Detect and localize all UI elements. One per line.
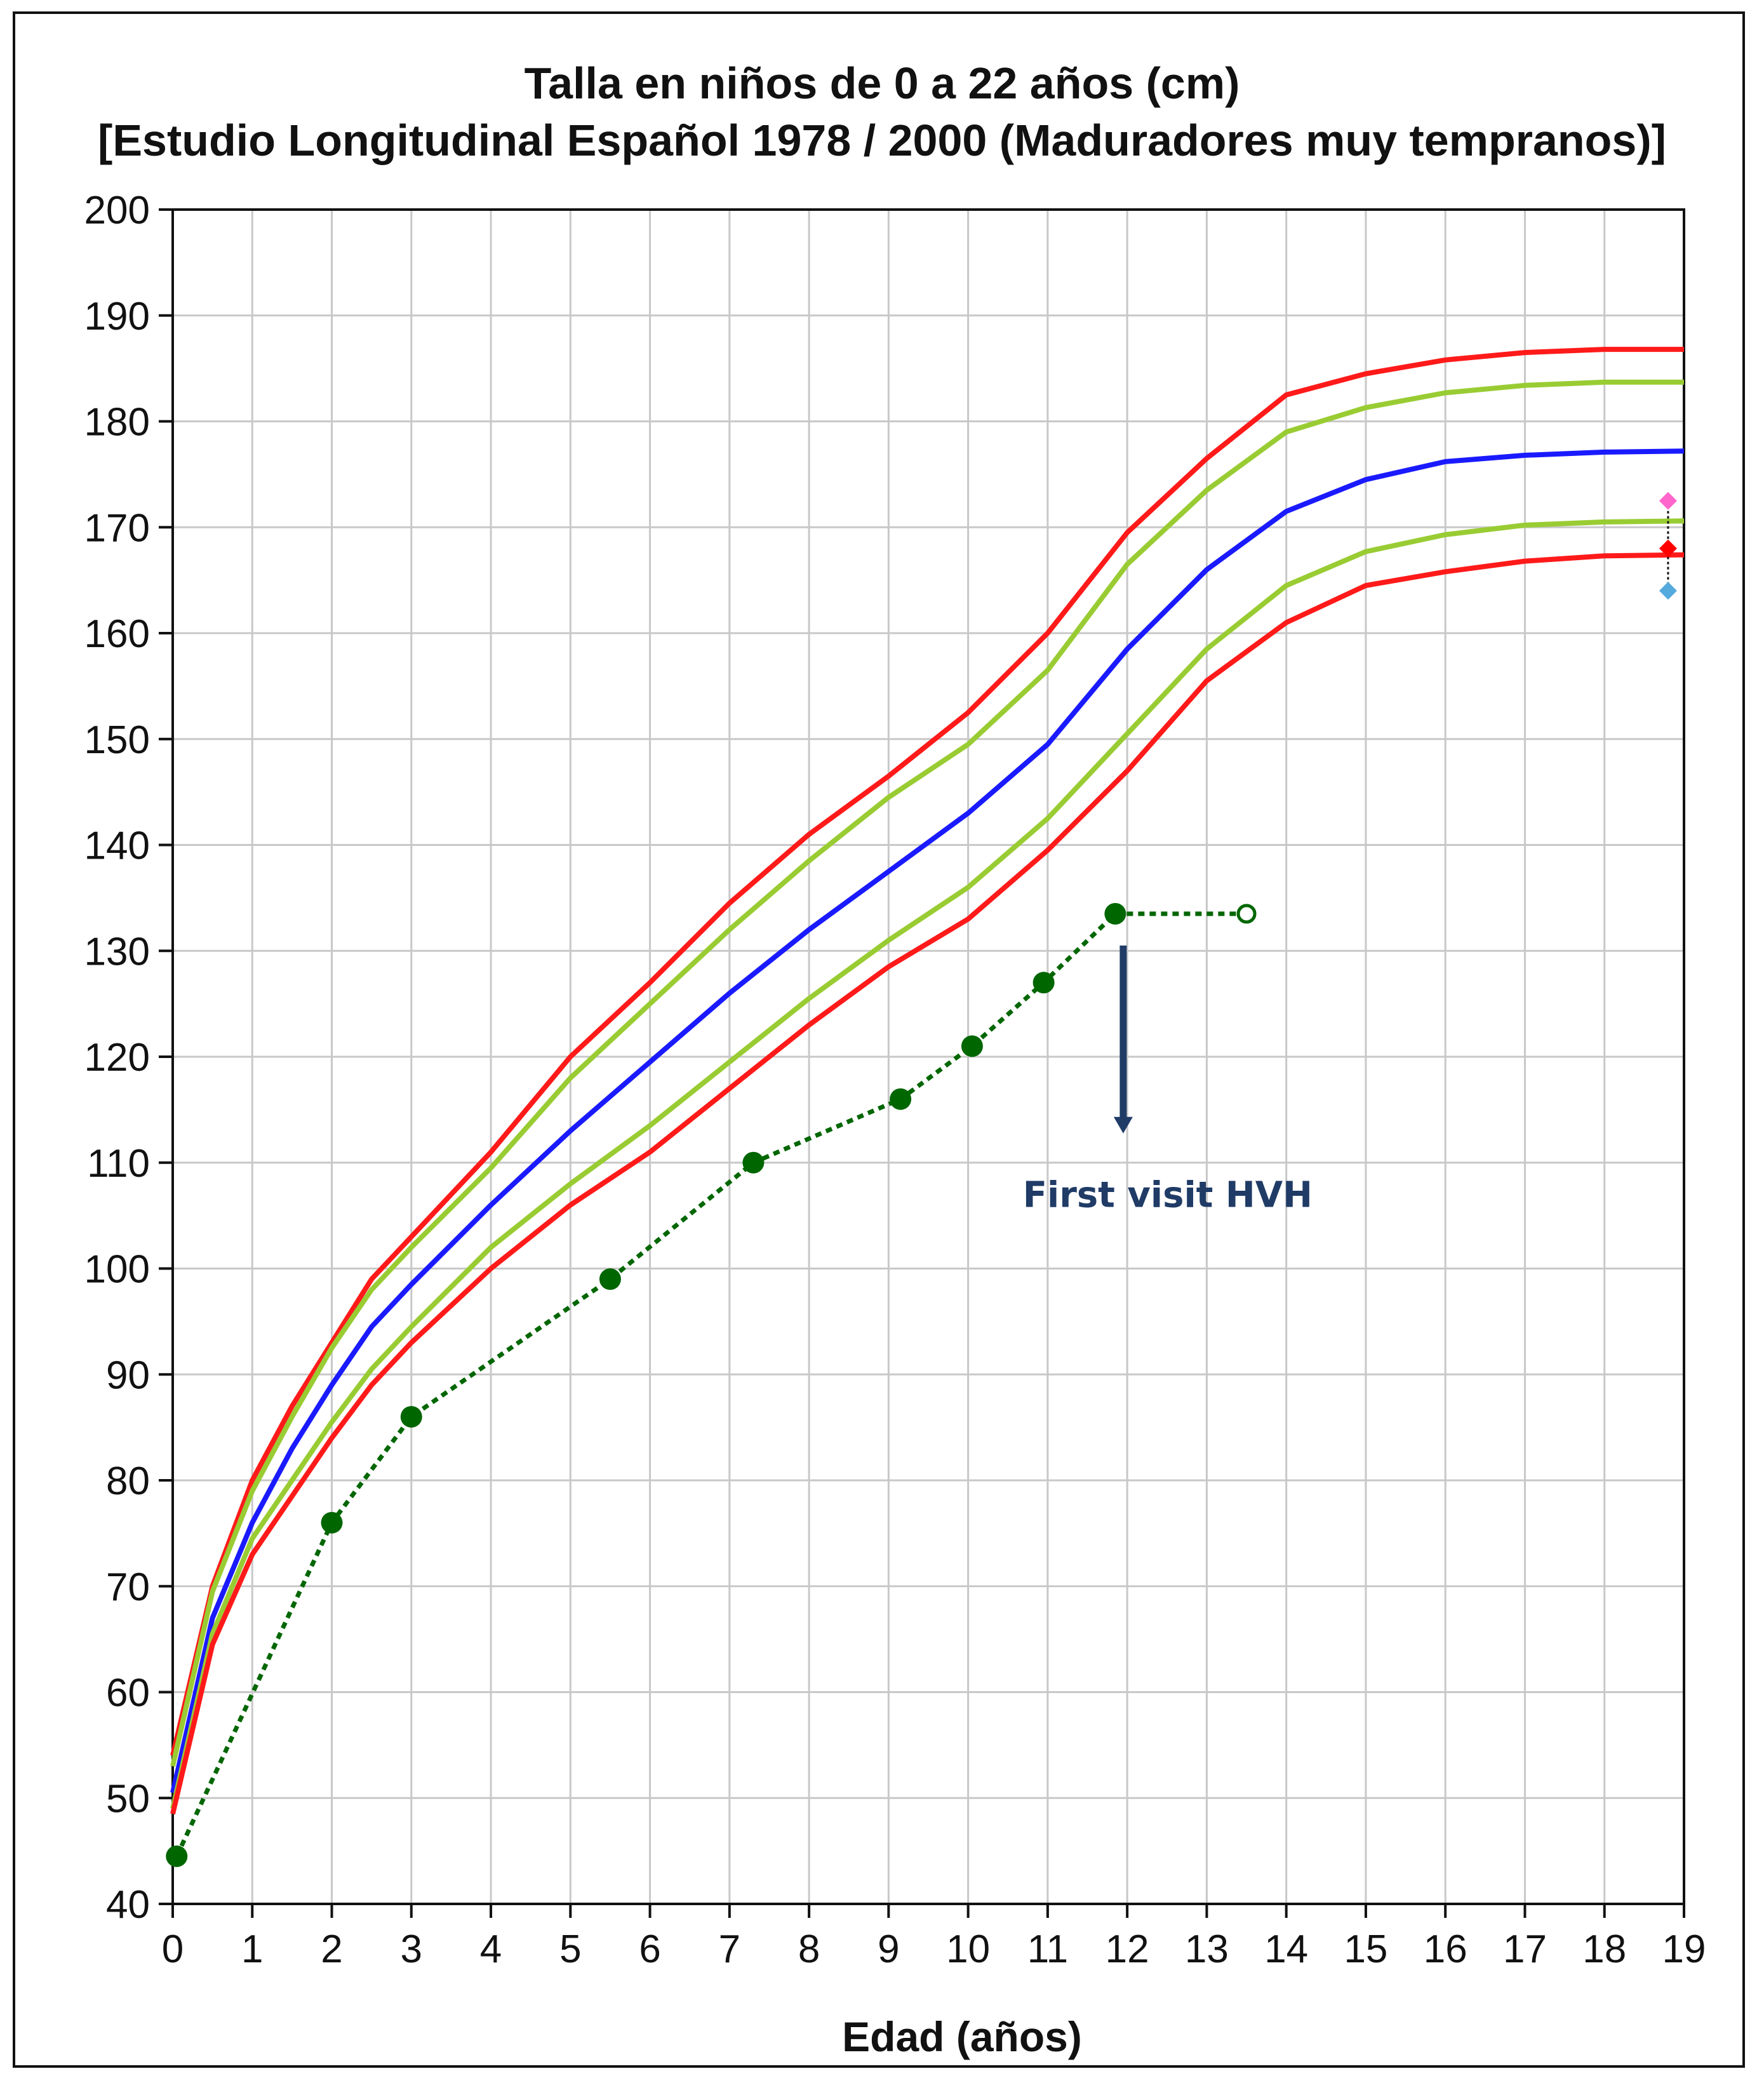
y-tick-label: 200 <box>84 189 150 232</box>
x-tick-label: 15 <box>1344 1927 1387 1971</box>
x-tick-label: 11 <box>1027 1927 1068 1971</box>
x-tick-label: 17 <box>1503 1927 1547 1971</box>
patient-series <box>166 902 1257 1867</box>
x-tick-label: 3 <box>401 1927 422 1971</box>
y-tick-label: 50 <box>106 1777 150 1821</box>
percentile-curve-3 <box>170 448 1685 1793</box>
patient-point <box>890 1088 912 1110</box>
x-tick-label: 10 <box>946 1927 990 1971</box>
annotation-label: First visit HVH <box>1023 1175 1313 1216</box>
x-tick-label: 1 <box>241 1927 263 1971</box>
y-tick-label: 70 <box>106 1565 150 1609</box>
y-tick-label: 110 <box>87 1142 150 1186</box>
target-marker <box>1659 582 1677 600</box>
x-tick-label: 7 <box>719 1927 740 1971</box>
chart-title: Talla en niños de 0 a 22 años (cm) <box>525 58 1240 108</box>
x-tick-label: 0 <box>162 1927 184 1971</box>
patient-point <box>961 1035 983 1057</box>
annotation: First visit HVH <box>1023 945 1313 1216</box>
patient-point <box>599 1268 621 1290</box>
grid <box>171 208 1685 1905</box>
x-tick-label: 6 <box>639 1927 660 1971</box>
x-tick-label: 12 <box>1106 1927 1149 1971</box>
percentile-curve-2 <box>170 379 1684 1767</box>
patient-point <box>1104 902 1126 925</box>
x-tick-label: 18 <box>1582 1927 1626 1971</box>
x-axis-label: Edad (años) <box>842 2013 1082 2060</box>
patient-point <box>1032 972 1055 994</box>
y-tick-label: 40 <box>106 1883 150 1927</box>
percentile-curve-5 <box>170 552 1685 1815</box>
percentile-curves <box>170 347 1685 1815</box>
patient-point <box>742 1151 765 1174</box>
x-tick-label: 16 <box>1424 1927 1467 1971</box>
target-markers <box>1659 492 1677 600</box>
patient-projection-point <box>1236 904 1257 924</box>
y-tick-label: 120 <box>84 1036 150 1080</box>
y-tick-label: 80 <box>106 1459 150 1503</box>
annotation-arrowhead <box>1113 1116 1133 1134</box>
y-tick-label: 60 <box>106 1671 150 1715</box>
patient-point <box>400 1405 422 1428</box>
axes: 4050607080901001101201301401501601701801… <box>84 189 1706 1971</box>
y-tick-label: 150 <box>84 718 150 762</box>
y-tick-label: 130 <box>84 930 150 974</box>
x-tick-label: 8 <box>798 1927 820 1971</box>
y-tick-label: 140 <box>84 824 150 868</box>
y-tick-label: 180 <box>84 401 150 445</box>
patient-point <box>321 1511 343 1534</box>
target-marker <box>1659 492 1677 510</box>
x-tick-label: 13 <box>1185 1927 1229 1971</box>
y-tick-label: 170 <box>84 506 150 550</box>
y-tick-label: 190 <box>84 295 150 338</box>
percentile-curve-1 <box>170 347 1684 1757</box>
target-marker <box>1659 539 1677 558</box>
x-tick-label: 5 <box>559 1927 581 1971</box>
chart-subtitle: [Estudio Longitudinal Español 1978 / 200… <box>98 116 1666 165</box>
patient-point <box>166 1845 188 1867</box>
x-tick-label: 2 <box>321 1927 342 1971</box>
x-tick-label: 9 <box>878 1927 899 1971</box>
percentile-curve-4 <box>170 518 1685 1809</box>
chart-frame <box>13 11 1745 2068</box>
y-tick-label: 90 <box>106 1353 150 1397</box>
x-tick-label: 14 <box>1264 1927 1308 1971</box>
x-tick-label: 4 <box>480 1927 502 1971</box>
y-tick-label: 100 <box>84 1248 150 1292</box>
x-tick-label: 19 <box>1662 1927 1706 1971</box>
y-tick-label: 160 <box>84 612 150 656</box>
